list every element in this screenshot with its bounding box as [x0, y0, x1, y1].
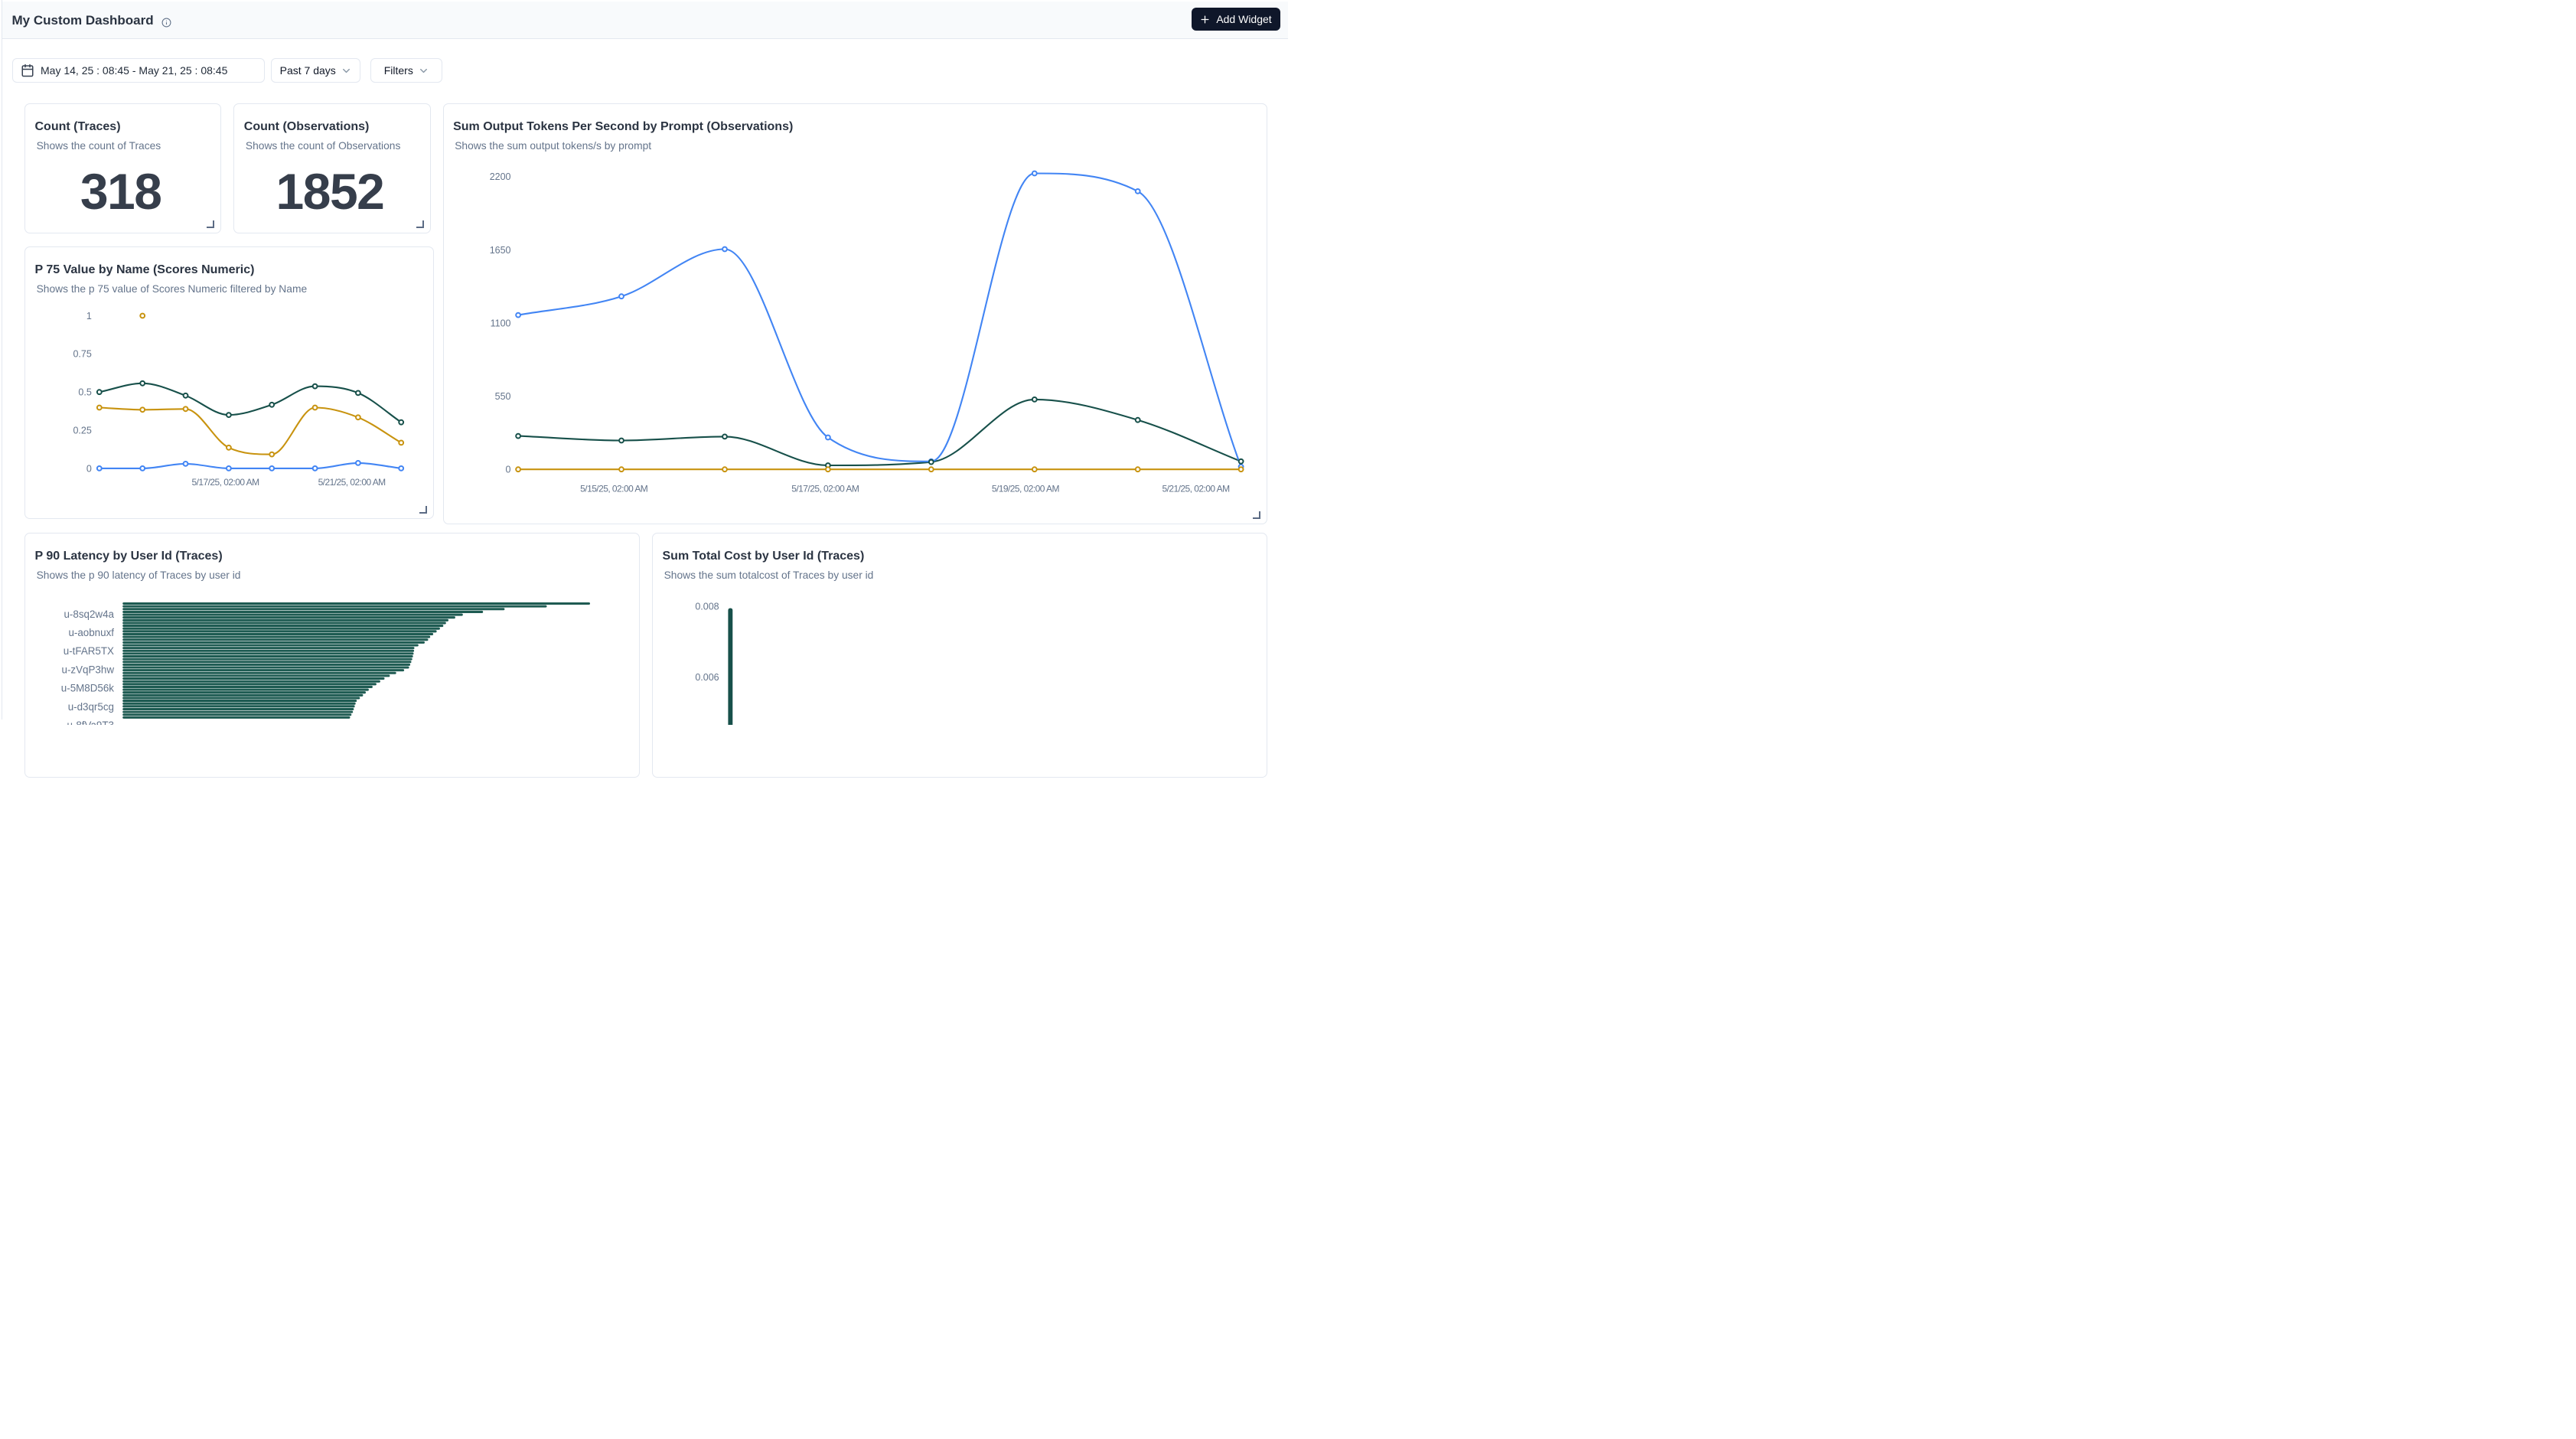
svg-text:0.25: 0.25: [73, 425, 91, 436]
svg-text:u-8fVa9T3: u-8fVa9T3: [67, 720, 114, 725]
svg-text:u-aobnuxf: u-aobnuxf: [68, 627, 114, 638]
svg-text:u-5M8D56k: u-5M8D56k: [61, 683, 115, 694]
svg-text:u-tFAR5TX: u-tFAR5TX: [64, 645, 114, 657]
svg-text:5/19/25, 02:00 AM: 5/19/25, 02:00 AM: [991, 483, 1059, 494]
svg-text:1: 1: [86, 311, 92, 321]
svg-text:5/15/25, 02:00 AM: 5/15/25, 02:00 AM: [580, 483, 648, 494]
svg-text:0.5: 0.5: [78, 387, 91, 398]
svg-text:0: 0: [505, 465, 510, 475]
svg-text:u-zVqP3hw: u-zVqP3hw: [62, 664, 115, 675]
svg-text:0.006: 0.006: [695, 672, 719, 683]
svg-text:u-8sq2w4a: u-8sq2w4a: [64, 609, 114, 620]
svg-text:u-d3qr5cg: u-d3qr5cg: [68, 701, 114, 713]
svg-text:0: 0: [86, 463, 92, 474]
svg-text:1100: 1100: [490, 318, 510, 328]
svg-text:550: 550: [494, 391, 510, 402]
svg-text:5/17/25, 02:00 AM: 5/17/25, 02:00 AM: [791, 483, 859, 494]
svg-text:2200: 2200: [489, 171, 510, 182]
svg-text:5/17/25, 02:00 AM: 5/17/25, 02:00 AM: [191, 477, 259, 488]
svg-text:5/21/25, 02:00 AM: 5/21/25, 02:00 AM: [1162, 483, 1230, 494]
svg-text:1650: 1650: [489, 245, 510, 256]
svg-text:0.75: 0.75: [73, 349, 91, 360]
svg-text:0.008: 0.008: [695, 601, 719, 612]
svg-text:5/21/25, 02:00 AM: 5/21/25, 02:00 AM: [318, 477, 386, 488]
